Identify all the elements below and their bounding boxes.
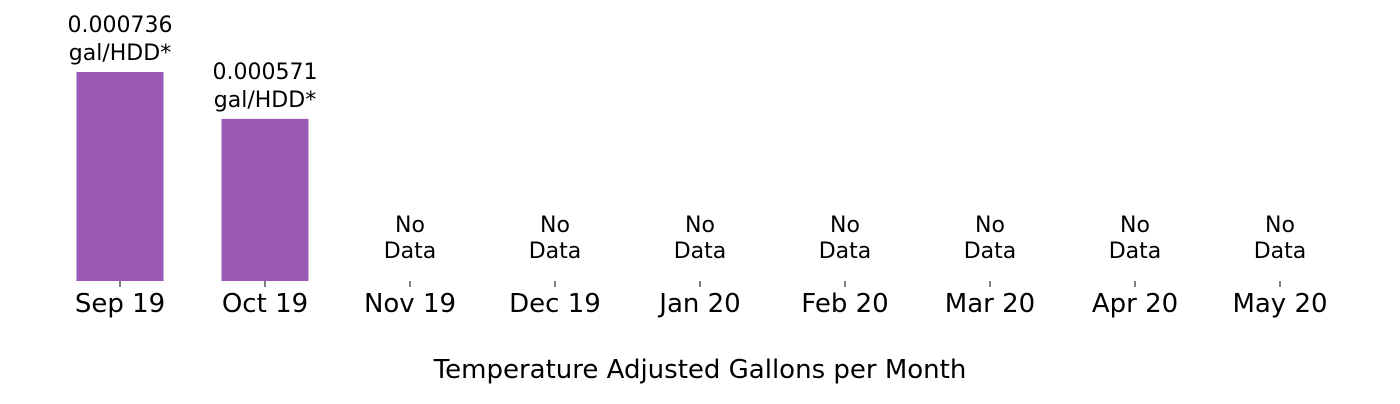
no-data-label-line: No — [540, 213, 570, 238]
bar-oct-19 — [221, 118, 309, 282]
x-tick-label: May 20 — [1232, 289, 1327, 319]
bar-value-label-line: 0.000736 — [68, 13, 173, 38]
no-data-label-line: No — [975, 213, 1005, 238]
no-data-label: No Data — [1254, 213, 1307, 264]
x-tick-label: Nov 19 — [364, 289, 456, 319]
x-tick-label: Mar 20 — [945, 289, 1035, 319]
labels-layer: 0.000736 gal/HDD*0.000571 gal/HDD*No DataNo… — [68, 13, 1307, 264]
bar-value-label-line: gal/HDD* — [214, 88, 316, 113]
x-axis-title: Temperature Adjusted Gallons per Month — [433, 355, 967, 385]
no-data-label-line: Data — [529, 239, 582, 264]
no-data-label-line: Data — [964, 239, 1017, 264]
bar-value-label: 0.000571 gal/HDD* — [213, 60, 318, 113]
no-data-label: No Data — [529, 213, 582, 264]
no-data-label-line: No — [1120, 213, 1150, 238]
no-data-label: No Data — [964, 213, 1017, 264]
no-data-label-line: No — [1265, 213, 1295, 238]
no-data-label-line: Data — [819, 239, 872, 264]
bar-sep-19 — [76, 72, 164, 281]
no-data-label: No Data — [384, 213, 437, 264]
bar-value-label-line: 0.000571 — [213, 60, 318, 85]
x-tick-label: Sep 19 — [75, 289, 165, 319]
x-tick-label: Jan 20 — [657, 289, 740, 319]
no-data-label: No Data — [819, 213, 872, 264]
x-tick-label: Dec 19 — [509, 289, 601, 319]
no-data-label-line: No — [395, 213, 425, 238]
bar-value-label: 0.000736 gal/HDD* — [68, 13, 173, 66]
no-data-label-line: No — [830, 213, 860, 238]
no-data-label: No Data — [674, 213, 727, 264]
x-tick-label: Feb 20 — [801, 289, 888, 319]
bar-value-label-line: gal/HDD* — [69, 41, 171, 66]
no-data-label-line: Data — [674, 239, 727, 264]
no-data-label-line: Data — [1254, 239, 1307, 264]
x-ticks-layer: Sep 19 Oct 19 Nov 19 Dec 19 Jan 20 Feb 20 Mar … — [75, 281, 1328, 319]
x-tick-label: Oct 19 — [222, 289, 308, 319]
no-data-label-line: No — [685, 213, 715, 238]
bars-layer — [76, 72, 309, 282]
no-data-label-line: Data — [384, 239, 437, 264]
x-tick-label: Apr 20 — [1092, 289, 1178, 319]
no-data-label: No Data — [1109, 213, 1162, 264]
no-data-label-line: Data — [1109, 239, 1162, 264]
